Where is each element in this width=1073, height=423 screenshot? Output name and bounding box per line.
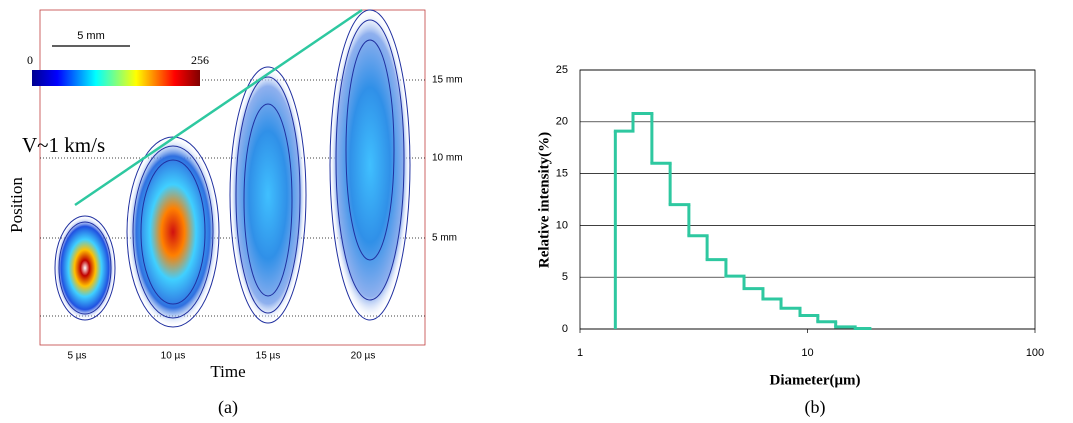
time-label: 10 µs [161,351,186,362]
colorbar [32,70,200,86]
y-tick-label: 5 [562,271,568,283]
panel-b: Diameter(μm) Relative intensity(%) (b) 0… [536,64,1044,418]
x-axis-label: Time [210,362,245,381]
velocity-line [74,8,363,207]
caption: (a) [218,397,238,418]
y-tick-label: 25 [556,64,568,76]
colorbar-max: 256 [191,53,209,67]
y-tick-label: 0 [562,323,568,335]
panel-a: 5 mm 0 256 V~1 km/s Time Position (a) 5 … [7,8,463,418]
y-tick-label: 10 [556,219,568,231]
y-axis-label: Relative intensity(%) [536,132,552,268]
x-tick-label: 1 [577,347,583,359]
x-axis-label: Diameter(μm) [770,372,861,388]
colorbar-min: 0 [27,53,33,67]
time-label: 20 µs [351,351,376,362]
scale-bar-label: 5 mm [77,30,105,42]
position-label: 10 mm [432,153,463,164]
plot-frame [579,69,1036,330]
y-axis-label: Position [7,177,26,233]
x-tick-label: 100 [1026,347,1044,359]
caption: (b) [805,397,826,418]
time-label: 15 µs [256,351,281,362]
y-tick-label: 15 [556,168,568,180]
y-tick-label: 20 [556,116,568,128]
time-label: 5 µs [67,351,86,362]
x-tick-label: 10 [801,347,813,359]
velocity-annotation: V~1 km/s [22,133,105,157]
position-label: 5 mm [432,233,457,244]
position-label: 15 mm [432,75,463,86]
